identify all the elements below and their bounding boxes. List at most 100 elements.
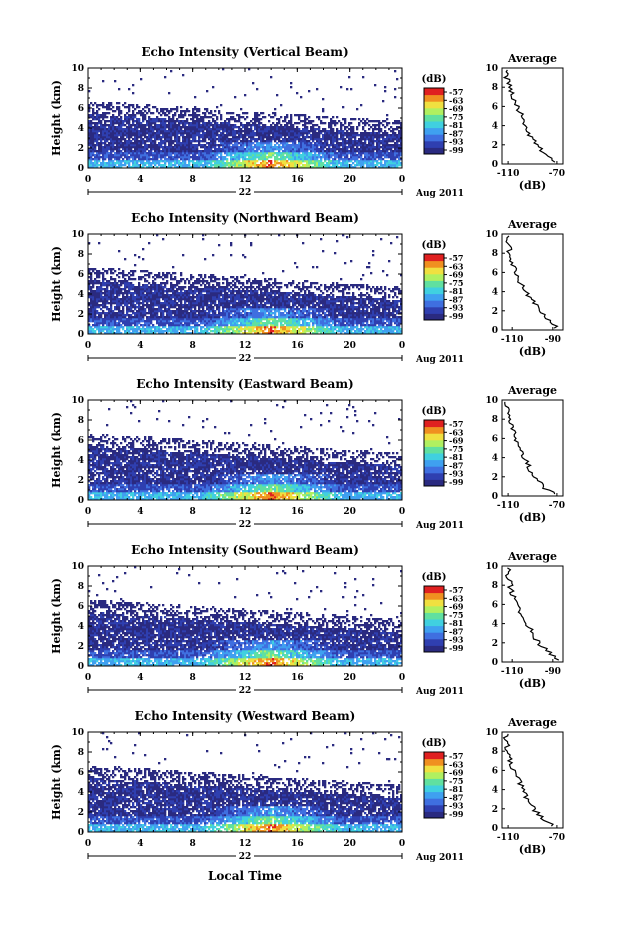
heatmap-cell <box>176 152 179 155</box>
heatmap-cell <box>192 160 195 163</box>
heatmap-cell <box>180 126 183 129</box>
heatmap-cell <box>320 148 323 151</box>
heatmap-cell <box>400 130 403 133</box>
heatmap-cell <box>170 124 173 127</box>
heatmap-cell <box>314 166 317 169</box>
heatmap-cell <box>112 130 115 133</box>
heatmap-cell <box>128 160 131 163</box>
heatmap-cell <box>104 150 107 153</box>
heatmap-cell <box>224 138 227 141</box>
heatmap-cell <box>374 158 377 161</box>
heatmap-cell <box>362 126 365 129</box>
heatmap-cell <box>138 110 141 113</box>
heatmap-cell <box>326 130 329 133</box>
heatmap-cell <box>222 146 225 149</box>
heatmap-cell <box>138 140 141 143</box>
heatmap-cell <box>178 140 181 143</box>
heatmap-cell <box>144 278 147 281</box>
heatmap-cell <box>204 134 207 137</box>
heatmap-cell <box>332 148 335 151</box>
heatmap-cell <box>166 132 169 135</box>
heatmap-cell <box>196 130 199 133</box>
heatmap-cell <box>128 296 131 299</box>
heatmap-cell <box>106 128 109 131</box>
heatmap-cell <box>150 286 153 289</box>
heatmap-cell <box>148 128 151 131</box>
heatmap-cell <box>392 156 395 159</box>
heatmap-cell <box>306 160 309 163</box>
heatmap-cell <box>128 136 131 139</box>
heatmap-cell <box>90 314 93 317</box>
heatmap-cell <box>156 138 159 141</box>
heatmap-cell <box>246 134 249 137</box>
heatmap-cell <box>138 120 141 123</box>
heatmap-cell <box>398 158 401 161</box>
heatmap-cell <box>250 132 253 135</box>
heatmap-cell <box>140 132 143 135</box>
heatmap-cell <box>376 124 379 127</box>
heatmap-cell <box>156 320 159 323</box>
heatmap-cell <box>220 126 223 129</box>
heatmap-cell <box>162 324 165 327</box>
heatmap-cell <box>188 312 191 315</box>
heatmap-cell <box>380 164 383 167</box>
heatmap-cell <box>164 130 167 133</box>
heatmap-cell <box>306 164 309 167</box>
heatmap-cell <box>162 272 165 275</box>
heatmap-cell <box>102 114 105 117</box>
heatmap-cell <box>92 280 95 283</box>
heatmap-cell <box>288 136 291 139</box>
heatmap-cell <box>114 120 117 123</box>
heatmap-cell <box>166 296 169 299</box>
heatmap-cell <box>172 120 175 123</box>
heatmap-cell <box>352 166 355 169</box>
heatmap-cell <box>190 146 193 149</box>
heatmap-cell <box>166 292 169 295</box>
heatmap-cell <box>334 120 337 123</box>
heatmap-cell <box>120 136 123 139</box>
heatmap-cell <box>146 162 149 165</box>
heatmap-cell <box>252 134 255 137</box>
heatmap-cell <box>126 298 129 301</box>
heatmap-cell <box>334 146 337 149</box>
heatmap-cell <box>168 164 171 167</box>
heatmap-cell <box>344 144 347 147</box>
heatmap-cell <box>106 316 109 319</box>
heatmap-cell <box>170 274 173 277</box>
heatmap-cell <box>394 134 397 137</box>
heatmap-cell <box>218 112 221 115</box>
heatmap-cell <box>180 144 183 147</box>
heatmap-cell <box>144 148 147 151</box>
heatmap-cell <box>230 164 233 167</box>
heatmap-cell <box>142 290 145 293</box>
heatmap-cell <box>112 134 115 137</box>
heatmap-cell <box>132 318 135 321</box>
heatmap-cell <box>184 114 187 117</box>
heatmap-cell <box>370 152 373 155</box>
heatmap-cell <box>102 278 105 281</box>
heatmap-cell <box>130 332 133 335</box>
heatmap-cell <box>234 166 237 169</box>
heatmap-cell <box>318 154 321 157</box>
heatmap-cell <box>178 136 181 139</box>
heatmap-cell <box>372 146 375 149</box>
heatmap-cell <box>90 136 93 139</box>
heatmap-cell <box>224 144 227 147</box>
heatmap-cell <box>288 120 291 123</box>
heatmap-cell <box>126 280 129 283</box>
heatmap-cell <box>206 90 209 93</box>
heatmap-cell <box>170 300 173 303</box>
heatmap-cell <box>210 130 213 133</box>
heatmap-cell <box>138 144 141 147</box>
heatmap-cell <box>376 134 379 137</box>
heatmap-cell <box>94 140 97 143</box>
heatmap-cell <box>230 126 233 129</box>
heatmap-cell <box>132 92 135 95</box>
heatmap-cell <box>284 144 287 147</box>
heatmap-cell <box>170 312 173 315</box>
heatmap-cell <box>186 154 189 157</box>
heatmap-cell <box>96 138 99 141</box>
heatmap-cell <box>194 106 197 109</box>
heatmap-cell <box>160 136 163 139</box>
heatmap-cell <box>284 130 287 133</box>
